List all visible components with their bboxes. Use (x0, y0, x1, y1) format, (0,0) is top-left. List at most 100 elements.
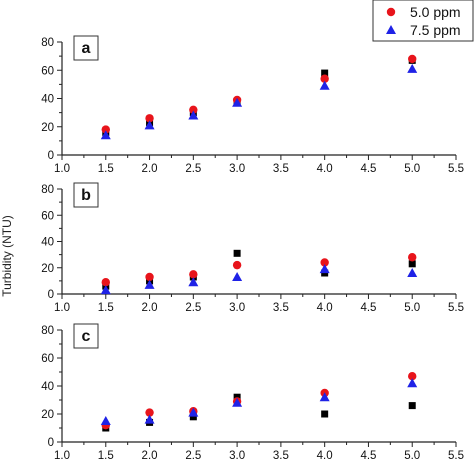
y-tick-label: 0 (48, 289, 54, 301)
x-tick-label: 1.0 (54, 302, 70, 314)
y-tick-label: 40 (41, 381, 54, 393)
data-point-circle (408, 253, 417, 262)
panel-label: a (82, 40, 91, 57)
x-tick-label: 4.0 (317, 163, 333, 175)
data-point-triangle (144, 279, 155, 289)
x-tick-label: 3.5 (273, 163, 289, 175)
legend-label-5ppm: 5.0 ppm (410, 4, 461, 20)
legend-marker-7ppm (386, 25, 396, 34)
x-tick-label: 4.5 (360, 450, 376, 462)
data-point-triangle (100, 285, 111, 295)
x-tick-label: 1.0 (54, 163, 70, 175)
data-point-triangle (232, 271, 243, 281)
data-point-circle (320, 258, 329, 267)
data-point-triangle (100, 416, 111, 425)
x-tick-label: 1.0 (54, 450, 70, 462)
x-tick-label: 5.5 (448, 163, 464, 175)
y-tick-label: 60 (41, 65, 54, 77)
y-tick-label: 40 (41, 94, 54, 106)
data-point-circle (145, 408, 154, 417)
data-point-square (321, 69, 329, 77)
x-tick-label: 4.0 (317, 450, 333, 462)
legend-box (372, 0, 474, 42)
x-tick-label: 5.5 (448, 302, 464, 314)
panel-label: b (81, 187, 91, 204)
data-point-square (189, 413, 197, 421)
x-tick-label: 4.5 (360, 163, 376, 175)
panel-label: c (82, 328, 91, 345)
legend-marker-5ppm (386, 7, 396, 17)
x-tick-label: 4.0 (317, 302, 333, 314)
panel-label-box (73, 323, 99, 349)
x-tick-label: 2.5 (185, 163, 201, 175)
y-tick-label: 0 (48, 437, 54, 449)
y-axis-label: Turbidity (NTU) (0, 215, 14, 297)
panel-a: 1.0 1.5 2.0 2.5 3.0 3.5 4.0 4.5 5.0 5.5 0 20 40 60 80 a (41, 35, 464, 175)
panel-c: 1.0 1.5 2.0 2.5 3.0 3.5 4.0 4.5 5.0 5.5 0 20 40 60 80 c (41, 323, 464, 462)
y-tick-label: 80 (41, 184, 54, 196)
legend-label-7ppm: 7.5 ppm (410, 22, 461, 38)
data-point-triangle (232, 397, 243, 407)
panels: 1.0 1.5 2.0 2.5 3.0 3.5 4.0 4.5 5.0 5.5 0 20 40 60 80 a… (41, 35, 464, 462)
y-tick-label: 20 (41, 409, 54, 421)
data-point-triangle (407, 268, 418, 277)
x-tick-label: 1.5 (98, 450, 114, 462)
data-point-triangle (100, 130, 111, 140)
x-tick-label: 3.0 (229, 302, 245, 314)
y-tick-label: 80 (41, 325, 54, 337)
data-point-square (408, 402, 416, 410)
data-point-triangle (319, 264, 330, 274)
x-tick-label: 4.5 (360, 302, 376, 314)
y-tick-label: 80 (41, 37, 54, 49)
y-tick-label: 40 (41, 237, 54, 249)
x-tick-label: 2.5 (185, 450, 201, 462)
x-tick-label: 3.0 (229, 163, 245, 175)
x-tick-label: 5.0 (404, 450, 420, 462)
data-point-triangle (232, 97, 243, 107)
legend: 5.0 ppm 7.5 ppm (372, 0, 474, 42)
panel-b: 1.0 1.5 2.0 2.5 3.0 3.5 4.0 4.5 5.0 5.5 0 20 40 60 80 b (41, 182, 464, 314)
data-point-triangle (407, 63, 418, 73)
x-tick-label: 3.5 (273, 450, 289, 462)
data-point-circle (101, 125, 110, 134)
data-point-square (321, 410, 329, 418)
x-tick-label: 2.0 (142, 163, 158, 175)
data-point-circle (408, 54, 417, 64)
x-tick-label: 5.0 (404, 302, 420, 314)
x-tick-label: 2.5 (185, 302, 201, 314)
data-point-triangle (319, 392, 330, 402)
data-point-circle (408, 372, 417, 381)
x-tick-label: 2.0 (142, 302, 158, 314)
data-point-triangle (188, 407, 199, 417)
y-tick-label: 0 (48, 150, 54, 162)
x-tick-label: 1.5 (98, 302, 114, 314)
panel-label-box (73, 35, 99, 61)
x-tick-label: 3.0 (229, 450, 245, 462)
data-point-circle (320, 74, 329, 83)
data-point-square (408, 260, 416, 268)
data-point-square (233, 249, 241, 257)
x-tick-label: 3.5 (273, 302, 289, 314)
x-tick-label: 5.0 (404, 163, 420, 175)
data-point-circle (232, 260, 242, 270)
data-point-triangle (407, 378, 418, 388)
x-tick-label: 1.5 (98, 163, 114, 175)
data-point-triangle (144, 414, 155, 424)
data-point-triangle (319, 80, 330, 90)
y-tick-label: 20 (41, 263, 54, 275)
data-point-circle (189, 270, 198, 279)
y-tick-label: 60 (41, 210, 54, 222)
data-point-triangle (188, 277, 199, 287)
y-tick-label: 20 (41, 122, 54, 134)
x-tick-label: 5.5 (448, 450, 464, 462)
y-tick-label: 60 (41, 353, 54, 365)
x-tick-label: 2.0 (142, 450, 158, 462)
data-point-circle (101, 277, 110, 287)
data-point-circle (145, 114, 154, 123)
data-point-circle (189, 105, 198, 115)
data-point-circle (145, 272, 154, 282)
data-point-triangle (144, 120, 155, 130)
data-point-triangle (188, 110, 199, 120)
panel-label-box (73, 182, 99, 208)
